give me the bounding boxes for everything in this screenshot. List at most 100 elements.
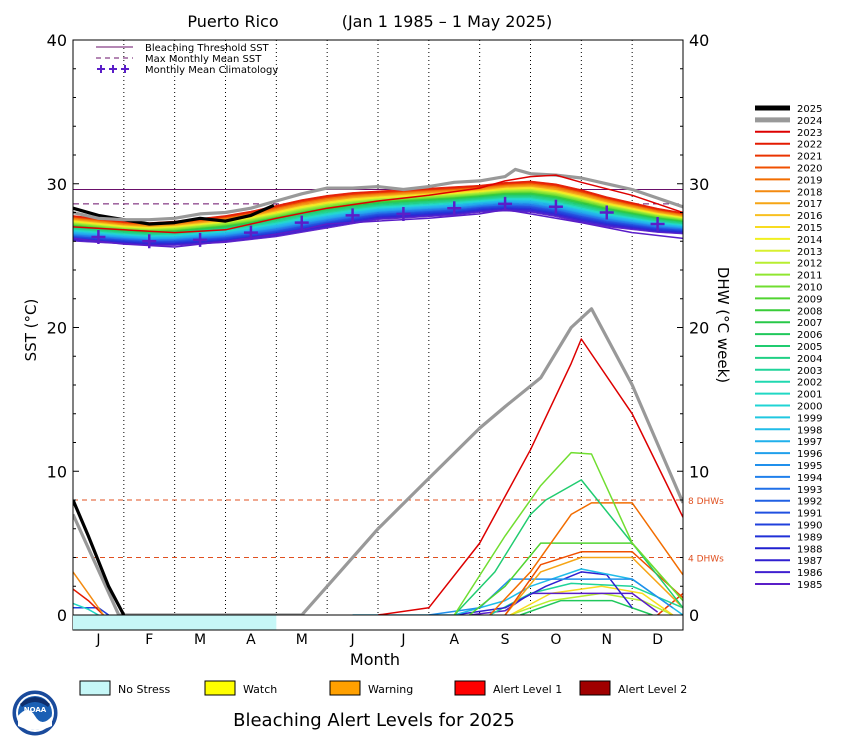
- year-legend-label: 2010: [797, 283, 822, 294]
- year-legend-label: 2009: [797, 294, 822, 305]
- year-legend-label: 2003: [797, 366, 822, 377]
- y-tick-label-left: 10: [47, 462, 67, 481]
- year-legend-label: 2007: [797, 318, 822, 329]
- sst-series: [73, 167, 683, 248]
- climatology-marker: [650, 217, 665, 231]
- x-tick-label: J: [350, 632, 355, 648]
- year-legend-label: 2025: [797, 104, 822, 115]
- sst-line-2025: [73, 203, 275, 226]
- alert-legend-label: Watch: [243, 683, 277, 696]
- year-legend-label: 1992: [797, 497, 822, 508]
- year-legend-label: 2021: [797, 152, 822, 163]
- climatology-marker: [345, 208, 360, 223]
- year-legend-label: 1986: [797, 568, 822, 579]
- dhw-line-2024: [73, 307, 683, 615]
- alert-legend-swatch: [579, 680, 611, 696]
- y-tick-label-left: 40: [47, 31, 67, 50]
- top-legend-label: Monthly Mean Climatology: [145, 65, 278, 76]
- alert-bar-segment: [73, 615, 277, 630]
- x-tick-label: J: [400, 632, 405, 648]
- dhw-line-2005: [453, 479, 683, 615]
- year-legend-label: 2024: [797, 116, 822, 127]
- alert-legend-label: Alert Level 1: [493, 683, 562, 696]
- legend-swatch-climatology: [109, 65, 117, 73]
- footer-title: Bleaching Alert Levels for 2025: [233, 710, 515, 731]
- year-legend-label: 2017: [797, 199, 822, 210]
- sst-band: [73, 180, 683, 246]
- year-legend-label: 2005: [797, 342, 822, 353]
- y-tick-label-right: 30: [689, 175, 709, 194]
- year-legend-label: 1994: [797, 473, 822, 484]
- noaa-logo: NOAA: [12, 690, 58, 736]
- x-tick-label: M: [296, 632, 308, 648]
- dhw-line-2017: [504, 556, 683, 615]
- dhw-line-2015: [509, 585, 674, 615]
- year-legend-label: 1996: [797, 449, 822, 460]
- year-legend-label: 2002: [797, 378, 822, 389]
- year-legend-label: 2012: [797, 259, 822, 270]
- dhw-line-2019: [489, 502, 683, 615]
- dhw-line-2020: [504, 551, 683, 615]
- year-legend-label: 2004: [797, 354, 822, 365]
- sst-line-2023: [73, 174, 683, 234]
- sst-line-1985: [73, 208, 683, 248]
- y-axis-label-right: DHW (°C week): [714, 267, 732, 383]
- dhw-line-2021: [657, 592, 683, 615]
- year-legend-label: 1989: [797, 532, 822, 543]
- axes: 0 0 10 10 20 20 30 30 40 40 J F M A M J J A S O N D: [47, 31, 710, 648]
- y-tick-label-left: 30: [47, 175, 67, 194]
- dhw-line-2025: [73, 499, 126, 615]
- climatology-marker: [396, 206, 411, 221]
- year-legend-label: 1991: [797, 509, 822, 520]
- alert-bar: [72, 614, 684, 631]
- climatology-marker: [142, 234, 157, 249]
- dhw-series: [73, 307, 683, 615]
- y-tick-label-left: 0: [57, 606, 67, 625]
- dhw-line-2018: [73, 571, 105, 615]
- sst-line-2024: [73, 167, 683, 222]
- year-legend-label: 2023: [797, 128, 822, 139]
- climatology-marker: [243, 225, 258, 240]
- year-legend-label: 1998: [797, 425, 822, 436]
- year-legend-label: 2008: [797, 306, 822, 317]
- x-tick-label: A: [449, 632, 459, 648]
- x-tick-label: O: [550, 632, 561, 648]
- alert-legend-swatch: [79, 680, 111, 696]
- x-tick-label: S: [501, 632, 510, 648]
- year-legend-label: 2018: [797, 187, 822, 198]
- x-tick-label: D: [652, 632, 663, 648]
- year-legend-label: 1999: [797, 413, 822, 424]
- year-legend-label: 2013: [797, 247, 822, 258]
- chart-date-range: (Jan 1 1985 – 1 May 2025): [342, 12, 553, 31]
- year-legend-label: 1985: [797, 580, 822, 591]
- y-tick-label-right: 0: [689, 606, 699, 625]
- x-tick-label: F: [145, 632, 153, 648]
- alert-legend-swatch: [454, 680, 486, 696]
- year-legend: 2025202420232022202120202019201820172016…: [755, 104, 822, 591]
- year-legend-label: 2001: [797, 390, 822, 401]
- top-legend-label: Bleaching Threshold SST: [145, 43, 270, 54]
- alert-legend-swatch: [204, 680, 236, 696]
- year-legend-label: 1987: [797, 556, 822, 567]
- year-legend-label: 2016: [797, 211, 822, 222]
- alert-legend-label: Warning: [368, 683, 413, 696]
- dhw-line-2012: [509, 592, 674, 615]
- y-tick-label-left: 20: [47, 319, 67, 338]
- dhw-line-2006: [520, 599, 653, 615]
- alert-legend-swatch: [329, 680, 361, 696]
- dhw-reference-label: 4 DHWs: [688, 555, 724, 565]
- year-legend-label: 2019: [797, 175, 822, 186]
- year-legend-label: 2000: [797, 402, 822, 413]
- x-axis-label: Month: [350, 650, 400, 669]
- climatology-marker: [447, 201, 462, 216]
- x-tick-label: A: [246, 632, 256, 648]
- year-legend-label: 1990: [797, 521, 822, 532]
- y-tick-label-right: 10: [689, 462, 709, 481]
- climatology-markers: [91, 196, 665, 249]
- chart-title: Puerto Rico: [187, 12, 278, 31]
- climatology-marker: [548, 199, 563, 214]
- year-legend-label: 1997: [797, 437, 822, 448]
- year-legend-label: 2020: [797, 164, 822, 175]
- dhw-line-2023: [377, 338, 683, 615]
